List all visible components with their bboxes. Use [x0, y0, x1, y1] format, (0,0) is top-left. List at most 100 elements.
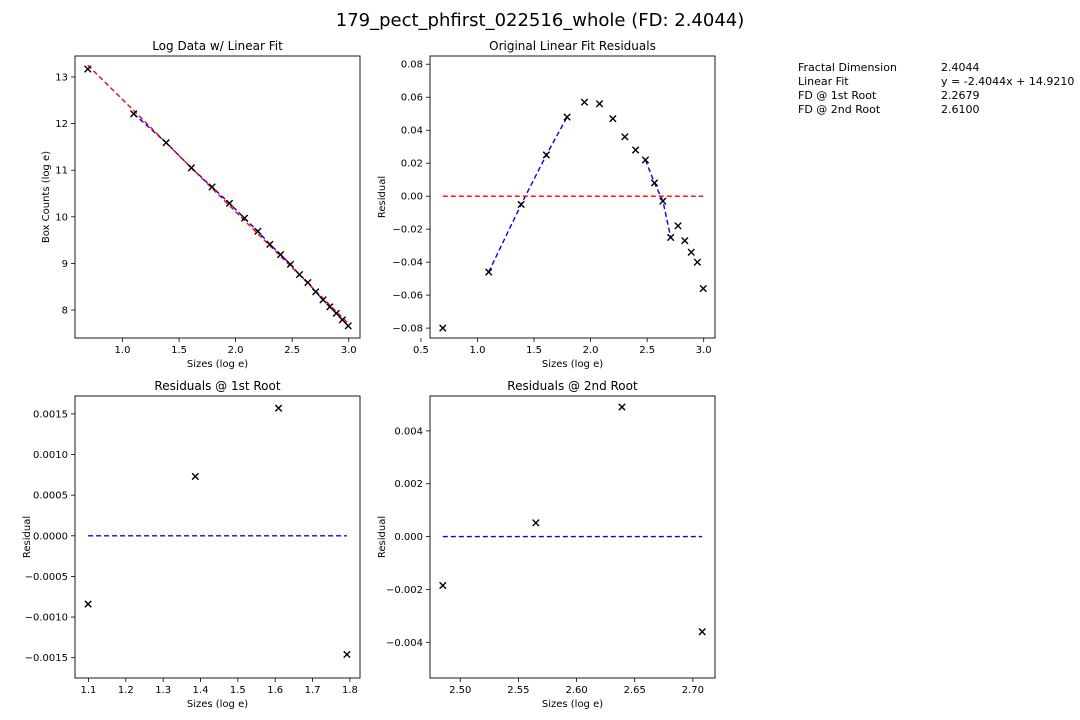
- info-value: 2.4044: [941, 61, 980, 74]
- y-tick-label: −0.002: [386, 585, 423, 596]
- marker-stroke: [338, 316, 347, 324]
- data-point: [338, 316, 347, 324]
- x-tick-label: 2.0: [583, 345, 599, 356]
- data-point: [276, 250, 285, 259]
- subplot-log-fit: Log Data w/ Linear Fit 1.0 1.5 2.0 2.5 3.0 8 9 1…: [41, 39, 361, 370]
- axes-title: Residuals @ 2nd Root: [507, 379, 638, 393]
- y-tick-label: 0.004: [394, 426, 423, 437]
- marker-stroke: [311, 288, 320, 296]
- marker-stroke: [208, 183, 216, 191]
- series-line: [133, 113, 349, 327]
- data-point: [343, 650, 351, 659]
- data-point: [659, 197, 667, 205]
- info-row-fractal-dimension: Fractal Dimension 2.4044: [798, 61, 1078, 75]
- x-tick-label: 1.0: [115, 345, 131, 356]
- y-tick-label: 0.04: [401, 126, 423, 137]
- marker-stroke: [532, 519, 540, 527]
- marker-stroke: [254, 227, 262, 235]
- x-axis-label: Sizes (log e): [187, 359, 248, 370]
- marker-stroke: [693, 258, 702, 266]
- x-tick-label: 1.7: [305, 685, 321, 696]
- data-point: [485, 268, 493, 276]
- y-tick-label: 0.0005: [33, 491, 68, 502]
- info-table: Fractal Dimension 2.4044 Linear Fit y = …: [798, 61, 1078, 117]
- marker-stroke: [225, 199, 234, 207]
- marker-stroke: [276, 250, 285, 259]
- info-label: Linear Fit: [798, 75, 849, 88]
- subplot-original-residuals: Original Linear Fit Residuals 0.5 1.0 1.5 2.…: [377, 39, 716, 370]
- info-label: Fractal Dimension: [798, 61, 897, 74]
- x-tick-label: 2.65: [624, 685, 646, 696]
- marker-stroke: [631, 146, 640, 154]
- marker-stroke: [332, 309, 340, 317]
- x-tick-label: 2.5: [284, 345, 300, 356]
- marker-stroke: [595, 100, 604, 108]
- data-point: [595, 100, 604, 108]
- marker-stroke: [563, 113, 571, 121]
- data-point: [563, 113, 571, 121]
- y-axis-label: Residual: [22, 516, 33, 558]
- data-point: [254, 227, 262, 235]
- marker-stroke: [485, 268, 493, 276]
- axes-frame: [74, 395, 361, 679]
- marker-stroke: [286, 260, 295, 269]
- x-tick-label: 1.2: [118, 685, 134, 696]
- data-point: [650, 179, 659, 187]
- y-tick-label: −0.0015: [25, 653, 68, 664]
- axes-title: Residuals @ 1st Root: [154, 379, 280, 393]
- x-axis-label: Sizes (log e): [542, 359, 603, 370]
- y-tick-label: 13: [55, 72, 68, 83]
- x-tick-label: 1.5: [171, 345, 187, 356]
- y-tick-label: 9: [62, 259, 68, 270]
- data-point: [517, 200, 525, 209]
- data-point: [332, 309, 340, 317]
- x-tick-label: 1.1: [80, 685, 96, 696]
- marker-stroke: [517, 200, 525, 209]
- x-tick-label: 2.60: [565, 685, 587, 696]
- data-point: [693, 258, 702, 266]
- x-tick-label: 1.8: [342, 685, 358, 696]
- marker-stroke: [641, 156, 650, 164]
- marker-stroke: [274, 404, 283, 412]
- data-point: [130, 110, 138, 118]
- data-point: [84, 65, 92, 73]
- x-axis-label: Sizes (log e): [542, 699, 603, 710]
- data-point: [699, 284, 707, 293]
- info-row-linear-fit: Linear Fit y = -2.4044x + 14.9210: [798, 75, 1078, 89]
- data-point: [344, 322, 352, 330]
- y-tick-label: −0.0010: [25, 613, 68, 624]
- info-value: 2.2679: [941, 89, 980, 102]
- y-tick-label: 10: [55, 212, 68, 223]
- marker-stroke: [84, 600, 92, 608]
- marker-stroke: [687, 248, 695, 256]
- subplot-residuals-2nd-root: Residuals @ 2nd Root 2.50 2.55 2.60 2.65 2.70…: [377, 379, 716, 710]
- y-axis-label: Residual: [377, 176, 388, 218]
- data-point: [439, 324, 447, 332]
- series-line: [488, 116, 568, 273]
- data-point: [618, 403, 626, 411]
- data-point: [295, 270, 304, 279]
- x-tick-label: 2.70: [682, 685, 704, 696]
- x-tick-label: 1.0: [470, 345, 486, 356]
- marker-stroke: [674, 222, 682, 230]
- x-tick-label: 2.55: [507, 685, 529, 696]
- marker-stroke: [130, 110, 138, 118]
- x-tick-label: 3.0: [341, 345, 357, 356]
- marker-stroke: [266, 240, 274, 249]
- y-tick-label: 0.0015: [33, 409, 68, 420]
- x-tick-label: 3.0: [696, 345, 712, 356]
- y-tick-label: −0.08: [392, 324, 423, 335]
- data-point: [681, 237, 689, 245]
- data-point: [631, 146, 640, 154]
- data-point: [532, 519, 540, 527]
- info-row-fd-1st-root: FD @ 1st Root 2.2679: [798, 89, 1078, 103]
- info-row-fd-2nd-root: FD @ 2nd Root 2.6100: [798, 103, 1078, 117]
- subplot-residuals-1st-root: Residuals @ 1st Root 1.1 1.2 1.3 1.4 1.5 1.6 1.…: [22, 379, 361, 710]
- axes-frame: [74, 55, 361, 339]
- data-point: [240, 214, 249, 222]
- x-tick-label: 1.5: [526, 345, 542, 356]
- x-tick-label: 1.4: [193, 685, 209, 696]
- marker-stroke: [162, 139, 170, 147]
- data-point: [311, 288, 320, 296]
